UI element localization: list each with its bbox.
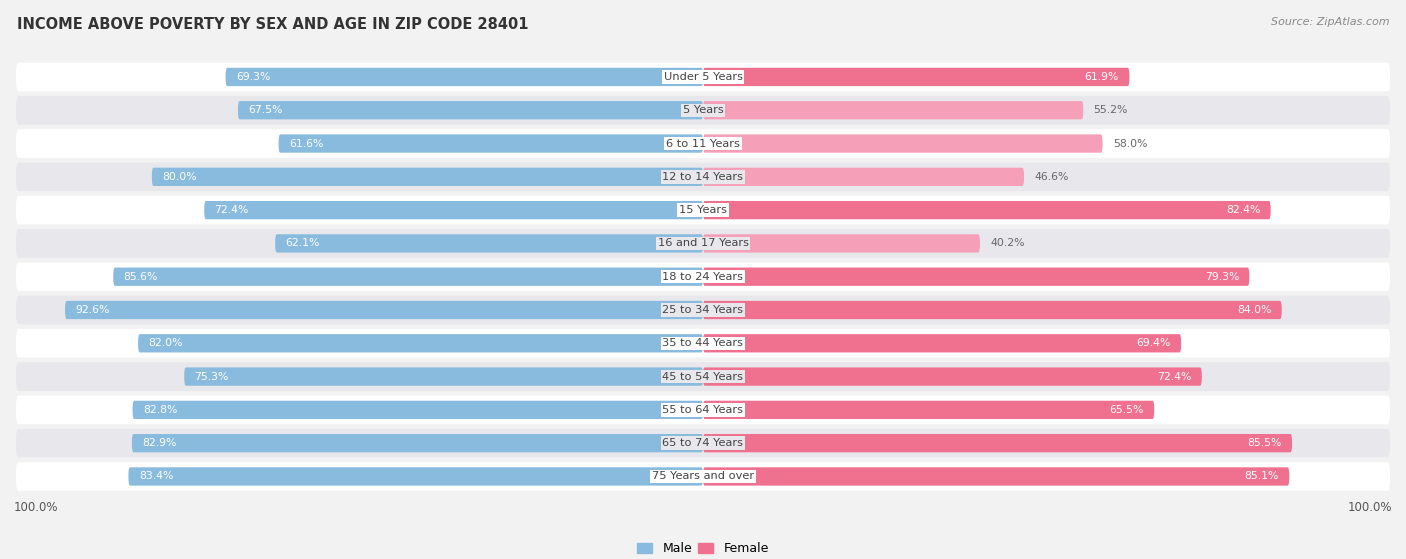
FancyBboxPatch shape — [238, 101, 703, 120]
Text: 16 and 17 Years: 16 and 17 Years — [658, 238, 748, 248]
Text: 82.4%: 82.4% — [1226, 205, 1260, 215]
Text: 61.6%: 61.6% — [290, 139, 323, 149]
FancyBboxPatch shape — [15, 396, 1391, 424]
Text: Source: ZipAtlas.com: Source: ZipAtlas.com — [1271, 17, 1389, 27]
Text: 55.2%: 55.2% — [1094, 105, 1128, 115]
FancyBboxPatch shape — [152, 168, 703, 186]
Text: 67.5%: 67.5% — [249, 105, 283, 115]
FancyBboxPatch shape — [15, 296, 1391, 324]
FancyBboxPatch shape — [703, 467, 1289, 486]
FancyBboxPatch shape — [703, 434, 1292, 452]
Text: 18 to 24 Years: 18 to 24 Years — [662, 272, 744, 282]
Legend: Male, Female: Male, Female — [633, 537, 773, 559]
FancyBboxPatch shape — [15, 163, 1391, 191]
FancyBboxPatch shape — [703, 234, 980, 253]
FancyBboxPatch shape — [15, 129, 1391, 158]
FancyBboxPatch shape — [132, 434, 703, 452]
Text: INCOME ABOVE POVERTY BY SEX AND AGE IN ZIP CODE 28401: INCOME ABOVE POVERTY BY SEX AND AGE IN Z… — [17, 17, 529, 32]
FancyBboxPatch shape — [703, 367, 1202, 386]
Text: 25 to 34 Years: 25 to 34 Years — [662, 305, 744, 315]
Text: 85.1%: 85.1% — [1244, 471, 1279, 481]
Text: 5 Years: 5 Years — [683, 105, 723, 115]
Text: 12 to 14 Years: 12 to 14 Years — [662, 172, 744, 182]
Text: 55 to 64 Years: 55 to 64 Years — [662, 405, 744, 415]
FancyBboxPatch shape — [204, 201, 703, 219]
FancyBboxPatch shape — [114, 268, 703, 286]
FancyBboxPatch shape — [703, 334, 1181, 352]
Text: Under 5 Years: Under 5 Years — [664, 72, 742, 82]
FancyBboxPatch shape — [15, 63, 1391, 91]
FancyBboxPatch shape — [15, 229, 1391, 258]
FancyBboxPatch shape — [15, 362, 1391, 391]
FancyBboxPatch shape — [703, 101, 1083, 120]
FancyBboxPatch shape — [15, 262, 1391, 291]
Text: 45 to 54 Years: 45 to 54 Years — [662, 372, 744, 382]
Text: 69.3%: 69.3% — [236, 72, 270, 82]
Text: 80.0%: 80.0% — [162, 172, 197, 182]
Text: 65.5%: 65.5% — [1109, 405, 1144, 415]
Text: 100.0%: 100.0% — [14, 501, 59, 514]
Text: 82.8%: 82.8% — [143, 405, 177, 415]
FancyBboxPatch shape — [15, 429, 1391, 457]
FancyBboxPatch shape — [65, 301, 703, 319]
FancyBboxPatch shape — [184, 367, 703, 386]
Text: 84.0%: 84.0% — [1237, 305, 1271, 315]
FancyBboxPatch shape — [703, 401, 1154, 419]
Text: 82.9%: 82.9% — [142, 438, 177, 448]
FancyBboxPatch shape — [703, 201, 1271, 219]
FancyBboxPatch shape — [15, 196, 1391, 224]
Text: 6 to 11 Years: 6 to 11 Years — [666, 139, 740, 149]
Text: 46.6%: 46.6% — [1035, 172, 1069, 182]
Text: 62.1%: 62.1% — [285, 238, 321, 248]
Text: 82.0%: 82.0% — [149, 338, 183, 348]
FancyBboxPatch shape — [15, 462, 1391, 491]
Text: 72.4%: 72.4% — [215, 205, 249, 215]
Text: 15 Years: 15 Years — [679, 205, 727, 215]
FancyBboxPatch shape — [278, 134, 703, 153]
Text: 65 to 74 Years: 65 to 74 Years — [662, 438, 744, 448]
FancyBboxPatch shape — [276, 234, 703, 253]
FancyBboxPatch shape — [703, 268, 1250, 286]
FancyBboxPatch shape — [703, 68, 1129, 86]
FancyBboxPatch shape — [225, 68, 703, 86]
Text: 61.9%: 61.9% — [1085, 72, 1119, 82]
Text: 69.4%: 69.4% — [1136, 338, 1171, 348]
Text: 79.3%: 79.3% — [1205, 272, 1239, 282]
Text: 35 to 44 Years: 35 to 44 Years — [662, 338, 744, 348]
FancyBboxPatch shape — [138, 334, 703, 352]
FancyBboxPatch shape — [703, 301, 1282, 319]
FancyBboxPatch shape — [703, 168, 1024, 186]
FancyBboxPatch shape — [703, 134, 1102, 153]
FancyBboxPatch shape — [15, 329, 1391, 358]
Text: 85.5%: 85.5% — [1247, 438, 1282, 448]
Text: 100.0%: 100.0% — [1347, 501, 1392, 514]
Text: 75.3%: 75.3% — [194, 372, 229, 382]
Text: 58.0%: 58.0% — [1114, 139, 1147, 149]
FancyBboxPatch shape — [132, 401, 703, 419]
FancyBboxPatch shape — [15, 96, 1391, 125]
FancyBboxPatch shape — [128, 467, 703, 486]
Text: 85.6%: 85.6% — [124, 272, 157, 282]
Text: 75 Years and over: 75 Years and over — [652, 471, 754, 481]
Text: 72.4%: 72.4% — [1157, 372, 1191, 382]
Text: 92.6%: 92.6% — [76, 305, 110, 315]
Text: 40.2%: 40.2% — [990, 238, 1025, 248]
Text: 83.4%: 83.4% — [139, 471, 173, 481]
